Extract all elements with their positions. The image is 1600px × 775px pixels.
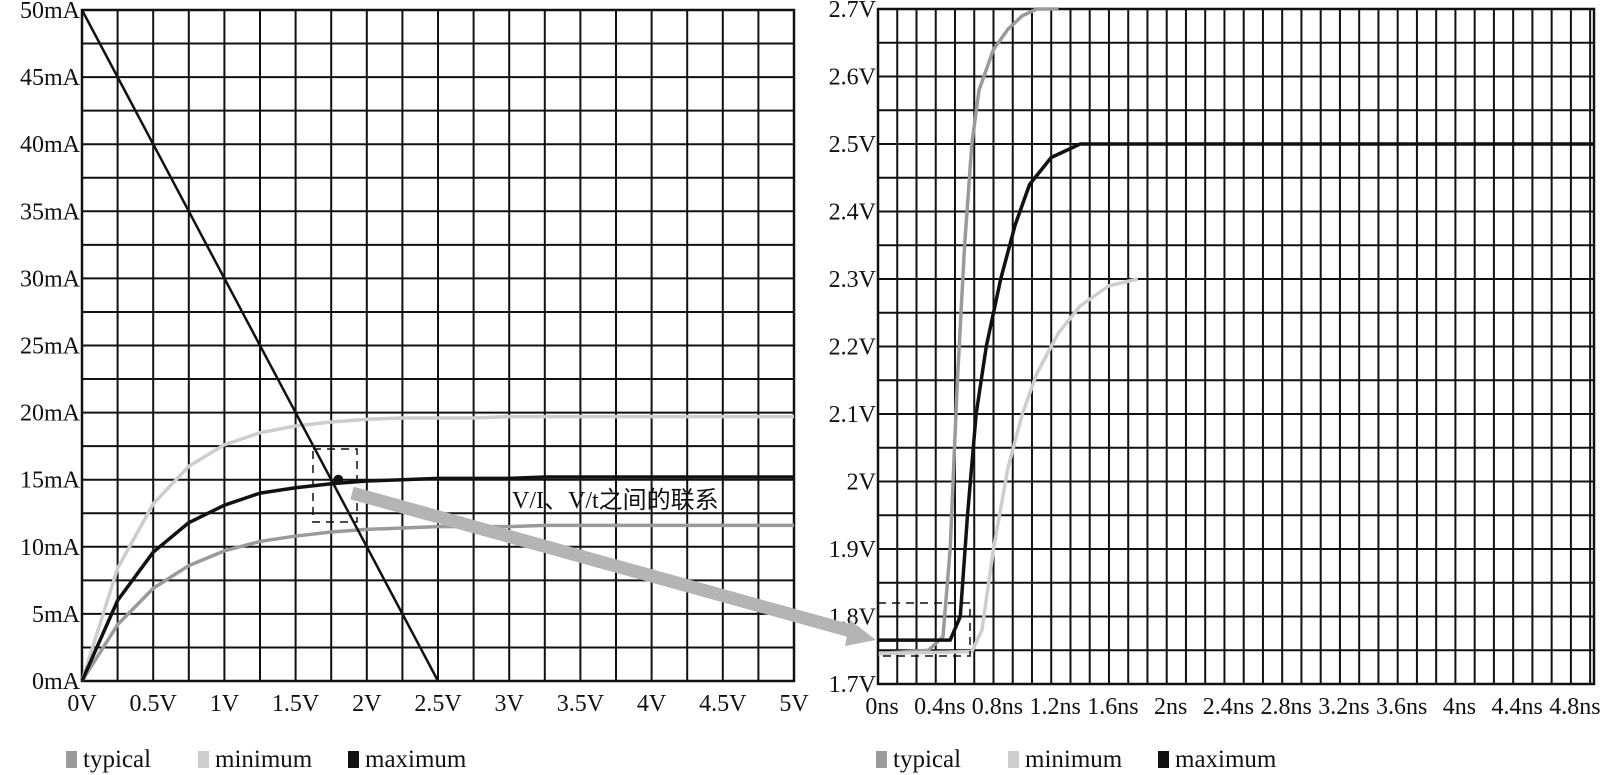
x-tick-label: 0ns bbox=[865, 694, 898, 720]
y-tick-label: 2.5V bbox=[829, 132, 877, 158]
legend-item-maximum: maximum bbox=[1158, 746, 1277, 773]
y-tick-label: 1.9V bbox=[829, 537, 877, 563]
legend-label: minimum bbox=[1025, 746, 1123, 773]
x-tick-label: 4.4ns bbox=[1491, 694, 1542, 720]
x-tick-label: 4.5V bbox=[699, 691, 747, 717]
y-tick-label: 35mA bbox=[20, 199, 81, 225]
plot-border bbox=[876, 7, 1596, 686]
y-tick-label: 2.2V bbox=[829, 335, 877, 361]
series-maximum bbox=[80, 475, 794, 682]
x-tick-label: 3.6ns bbox=[1376, 694, 1427, 720]
series-maximum bbox=[878, 142, 1594, 642]
x-tick-label: 2ns bbox=[1154, 694, 1187, 720]
legend-swatch bbox=[66, 751, 77, 768]
y-tick-label: 20mA bbox=[20, 401, 81, 427]
x-tick-label: 1.6ns bbox=[1087, 694, 1138, 720]
highlight-box bbox=[312, 448, 358, 523]
y-tick-label: 10mA bbox=[20, 535, 81, 561]
series-minimum bbox=[80, 414, 794, 682]
x-tick-label: 5V bbox=[779, 691, 809, 717]
y-tick-label: 2.6V bbox=[829, 65, 877, 91]
x-tick-label: 1V bbox=[210, 691, 240, 717]
relation-annotation: V/I、V/t之间的联系 bbox=[512, 487, 719, 514]
y-tick-label: 2.4V bbox=[829, 200, 877, 226]
y-tick-label: 45mA bbox=[20, 65, 81, 91]
relation-arrow bbox=[350, 486, 876, 646]
x-tick-label: 4ns bbox=[1443, 694, 1476, 720]
y-tick-label: 5mA bbox=[32, 602, 81, 628]
legend-label: maximum bbox=[1175, 746, 1277, 773]
legend: typical minimum maximum bbox=[66, 746, 467, 773]
x-tick-label: 2V bbox=[352, 691, 382, 717]
x-tick-label: 4.8ns bbox=[1549, 694, 1600, 720]
y-tick-label: 2.7V bbox=[829, 0, 877, 23]
highlight-box bbox=[877, 602, 971, 657]
y-tick-label: 2V bbox=[847, 470, 877, 496]
legend-item-maximum: maximum bbox=[348, 746, 467, 773]
x-tick-label: 0.4ns bbox=[914, 694, 965, 720]
x-tick-label: 1.5V bbox=[272, 691, 320, 717]
legend-item-minimum: minimum bbox=[1008, 746, 1123, 773]
series-typical bbox=[80, 523, 794, 682]
legend-swatch bbox=[1008, 751, 1019, 768]
x-tick-label: 3V bbox=[495, 691, 525, 717]
series-load-line bbox=[80, 9, 440, 682]
legend-item-minimum: minimum bbox=[198, 746, 313, 773]
y-tick-label: 25mA bbox=[20, 334, 81, 360]
x-tick-label: 0.5V bbox=[130, 691, 178, 717]
legend-item-typical: typical bbox=[876, 746, 961, 773]
y-tick-label: 2.1V bbox=[829, 402, 877, 428]
x-tick-label: 2.5V bbox=[414, 691, 462, 717]
arrow-shaft bbox=[350, 486, 860, 640]
y-tick-label: 2.3V bbox=[829, 267, 877, 293]
legend-label: maximum bbox=[365, 746, 467, 773]
operating-point bbox=[333, 474, 344, 485]
arrow-head-icon bbox=[845, 620, 876, 646]
y-tick-label: 1.7V bbox=[829, 672, 877, 698]
y-tick-label: 0mA bbox=[32, 669, 81, 695]
x-tick-label: 0.8ns bbox=[972, 694, 1023, 720]
legend-label: typical bbox=[83, 746, 151, 773]
legend-swatch bbox=[348, 751, 359, 768]
y-tick-label: 15mA bbox=[20, 468, 81, 494]
y-tick-label: 30mA bbox=[20, 266, 81, 292]
grid bbox=[876, 7, 1596, 686]
series-typical bbox=[877, 7, 1059, 656]
x-tick-label: 3.5V bbox=[557, 691, 605, 717]
y-tick-label: 40mA bbox=[20, 132, 81, 158]
legend-label: typical bbox=[893, 746, 961, 773]
vt-chart: 1.7V1.8V1.9V2V2.1V2.2V2.3V2.4V2.5V2.6V2.… bbox=[829, 0, 1600, 773]
legend: typical minimum maximum bbox=[876, 746, 1277, 773]
x-tick-label: 2.4ns bbox=[1203, 694, 1254, 720]
x-tick-label: 1.2ns bbox=[1030, 694, 1081, 720]
x-tick-label: 3.2ns bbox=[1318, 694, 1369, 720]
legend-swatch bbox=[1158, 751, 1169, 768]
vi-chart: 0mA 5mA 10mA 15mA 20mA 25mA 30mA 35mA 40mA 45mA 50… bbox=[20, 0, 809, 773]
legend-item-typical: typical bbox=[66, 746, 151, 773]
grid bbox=[80, 8, 796, 683]
legend-swatch bbox=[198, 751, 209, 768]
legend-swatch bbox=[876, 751, 887, 768]
series-minimum bbox=[877, 277, 1139, 656]
legend-label: minimum bbox=[215, 746, 313, 773]
x-tick-label: 4V bbox=[637, 691, 667, 717]
x-tick-label: 0V bbox=[67, 691, 97, 717]
y-tick-label: 50mA bbox=[20, 0, 81, 24]
x-tick-label: 2.8ns bbox=[1261, 694, 1312, 720]
